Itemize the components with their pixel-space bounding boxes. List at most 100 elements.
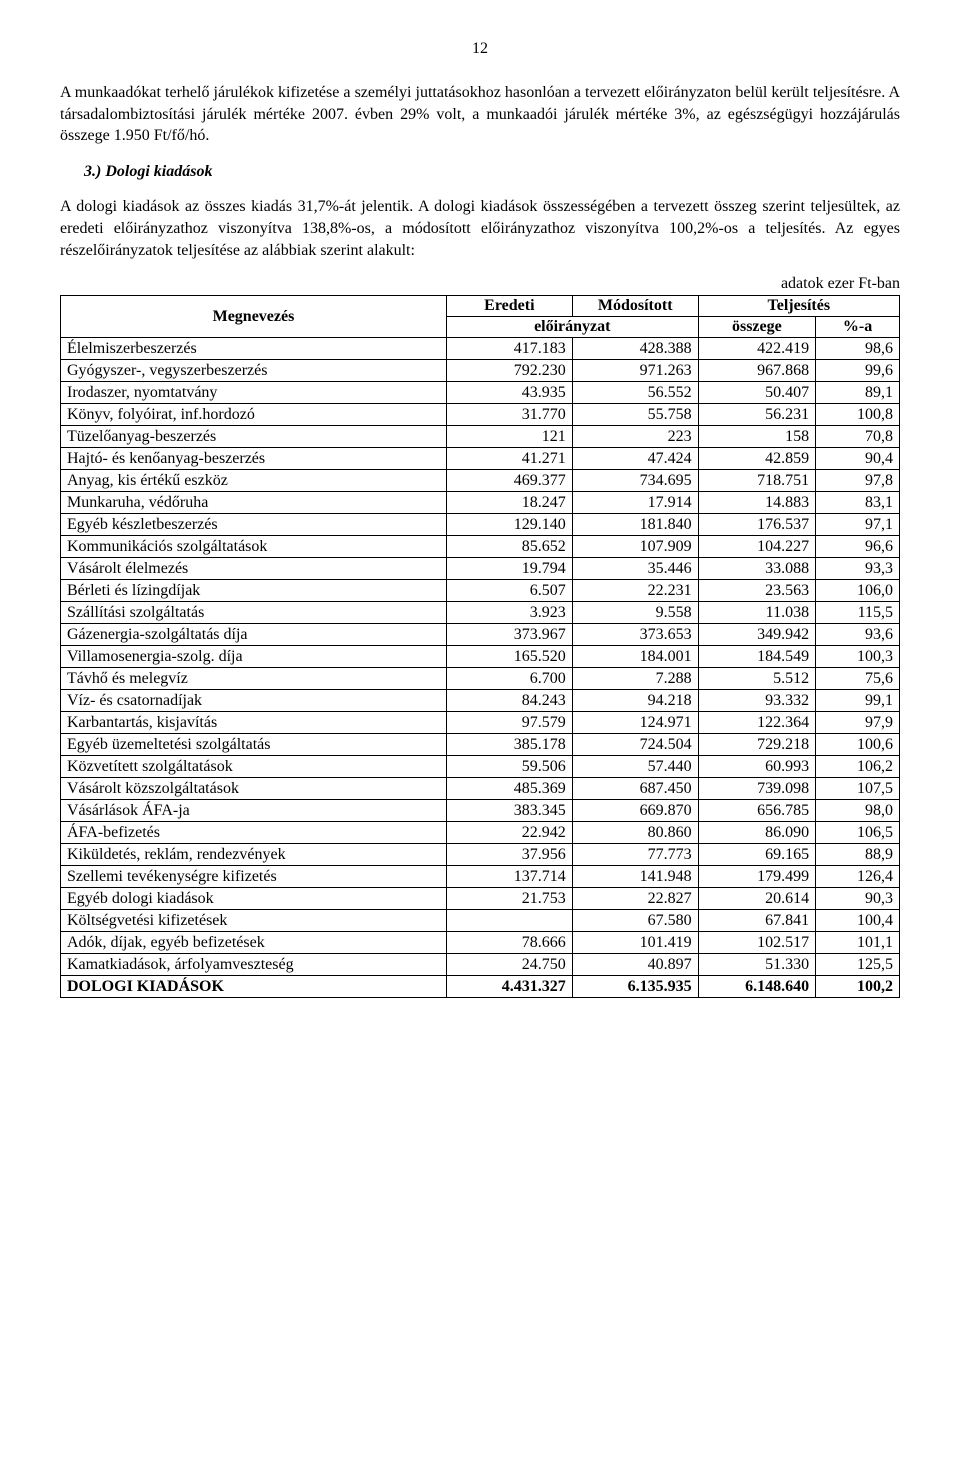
cell-pct: 100,4: [816, 910, 900, 932]
cell-name: Könyv, folyóirat, inf.hordozó: [61, 404, 447, 426]
cell-name: Közvetített szolgáltatások: [61, 756, 447, 778]
cell-amount: 122.364: [698, 712, 815, 734]
cell-amount: 60.993: [698, 756, 815, 778]
table-row: Közvetített szolgáltatások59.50657.44060…: [61, 756, 900, 778]
cell-name: Költségvetési kifizetések: [61, 910, 447, 932]
header-amount: összege: [698, 317, 815, 338]
cell-name: Szellemi tevékenységre kifizetés: [61, 866, 447, 888]
cell-modified: 7.288: [572, 668, 698, 690]
table-row: Kiküldetés, reklám, rendezvények37.95677…: [61, 844, 900, 866]
cell-modified: 57.440: [572, 756, 698, 778]
cell-original: 59.506: [446, 756, 572, 778]
cell-original: 417.183: [446, 338, 572, 360]
cell-name: Kommunikációs szolgáltatások: [61, 536, 447, 558]
table-row: Szellemi tevékenységre kifizetés137.7141…: [61, 866, 900, 888]
cell-original: 78.666: [446, 932, 572, 954]
table-row: Költségvetési kifizetések67.58067.841100…: [61, 910, 900, 932]
table-row: Egyéb készletbeszerzés129.140181.840176.…: [61, 514, 900, 536]
cell-pct: 100,8: [816, 404, 900, 426]
cell-pct: 97,9: [816, 712, 900, 734]
cell-modified: 373.653: [572, 624, 698, 646]
cell-pct: 88,9: [816, 844, 900, 866]
table-row: Egyéb üzemeltetési szolgáltatás385.17872…: [61, 734, 900, 756]
table-row: Könyv, folyóirat, inf.hordozó31.77055.75…: [61, 404, 900, 426]
cell-amount: 179.499: [698, 866, 815, 888]
cell-name: Munkaruha, védőruha: [61, 492, 447, 514]
cell-pct: 70,8: [816, 426, 900, 448]
cell-pct: 96,6: [816, 536, 900, 558]
cell-original: 792.230: [446, 360, 572, 382]
cell-original: 129.140: [446, 514, 572, 536]
cell-amount: 42.859: [698, 448, 815, 470]
cell-modified: 724.504: [572, 734, 698, 756]
cell-amount: 6.148.640: [698, 976, 815, 998]
cell-amount: 20.614: [698, 888, 815, 910]
cell-modified: 22.231: [572, 580, 698, 602]
table-row: Bérleti és lízingdíjak6.50722.23123.5631…: [61, 580, 900, 602]
cell-original: 137.714: [446, 866, 572, 888]
cell-pct: 93,6: [816, 624, 900, 646]
cell-original: 21.753: [446, 888, 572, 910]
table-row: Vásárolt élelmezés19.79435.44633.08893,3: [61, 558, 900, 580]
cell-amount: 718.751: [698, 470, 815, 492]
table-row: Víz- és csatornadíjak84.24394.21893.3329…: [61, 690, 900, 712]
cell-name: Szállítási szolgáltatás: [61, 602, 447, 624]
cell-pct: 99,6: [816, 360, 900, 382]
cell-pct: 115,5: [816, 602, 900, 624]
cell-amount: 11.038: [698, 602, 815, 624]
table-row: Vásárolt közszolgáltatások485.369687.450…: [61, 778, 900, 800]
table-row: Egyéb dologi kiadások21.75322.82720.6149…: [61, 888, 900, 910]
cell-original: 97.579: [446, 712, 572, 734]
cell-amount: 86.090: [698, 822, 815, 844]
cell-name: Adók, díjak, egyéb befizetések: [61, 932, 447, 954]
section-heading: 3.) Dologi kiadások: [84, 161, 900, 183]
data-table: Megnevezés Eredeti Módosított Teljesítés…: [60, 295, 900, 998]
cell-amount: 5.512: [698, 668, 815, 690]
cell-original: 24.750: [446, 954, 572, 976]
cell-amount: 51.330: [698, 954, 815, 976]
cell-amount: 104.227: [698, 536, 815, 558]
table-row: Tüzelőanyag-beszerzés12122315870,8: [61, 426, 900, 448]
cell-pct: 106,2: [816, 756, 900, 778]
cell-modified: 77.773: [572, 844, 698, 866]
table-row: DOLOGI KIADÁSOK4.431.3276.135.9356.148.6…: [61, 976, 900, 998]
header-pct: %-a: [816, 317, 900, 338]
header-modified: Módosított: [572, 296, 698, 317]
cell-modified: 47.424: [572, 448, 698, 470]
cell-original: [446, 910, 572, 932]
cell-original: 3.923: [446, 602, 572, 624]
cell-name: Karbantartás, kisjavítás: [61, 712, 447, 734]
cell-amount: 967.868: [698, 360, 815, 382]
cell-modified: 9.558: [572, 602, 698, 624]
cell-original: 37.956: [446, 844, 572, 866]
cell-pct: 106,0: [816, 580, 900, 602]
table-row: Vásárlások ÁFA-ja383.345669.870656.78598…: [61, 800, 900, 822]
cell-name: Egyéb dologi kiadások: [61, 888, 447, 910]
cell-modified: 55.758: [572, 404, 698, 426]
cell-pct: 100,3: [816, 646, 900, 668]
table-row: Munkaruha, védőruha18.24717.91414.88383,…: [61, 492, 900, 514]
cell-pct: 107,5: [816, 778, 900, 800]
table-row: Hajtó- és kenőanyag-beszerzés41.27147.42…: [61, 448, 900, 470]
header-original: Eredeti: [446, 296, 572, 317]
cell-name: Kiküldetés, reklám, rendezvények: [61, 844, 447, 866]
cell-pct: 126,4: [816, 866, 900, 888]
cell-modified: 35.446: [572, 558, 698, 580]
cell-pct: 89,1: [816, 382, 900, 404]
paragraph-2: A dologi kiadások az összes kiadás 31,7%…: [60, 196, 900, 261]
cell-modified: 141.948: [572, 866, 698, 888]
cell-name: Távhő és melegvíz: [61, 668, 447, 690]
cell-original: 18.247: [446, 492, 572, 514]
cell-original: 4.431.327: [446, 976, 572, 998]
cell-modified: 40.897: [572, 954, 698, 976]
page-number: 12: [60, 40, 900, 58]
cell-original: 31.770: [446, 404, 572, 426]
cell-modified: 669.870: [572, 800, 698, 822]
cell-modified: 17.914: [572, 492, 698, 514]
cell-original: 165.520: [446, 646, 572, 668]
cell-original: 383.345: [446, 800, 572, 822]
cell-modified: 687.450: [572, 778, 698, 800]
paragraph-1: A munkaadókat terhelő járulékok kifizeté…: [60, 82, 900, 147]
cell-pct: 106,5: [816, 822, 900, 844]
cell-pct: 99,1: [816, 690, 900, 712]
